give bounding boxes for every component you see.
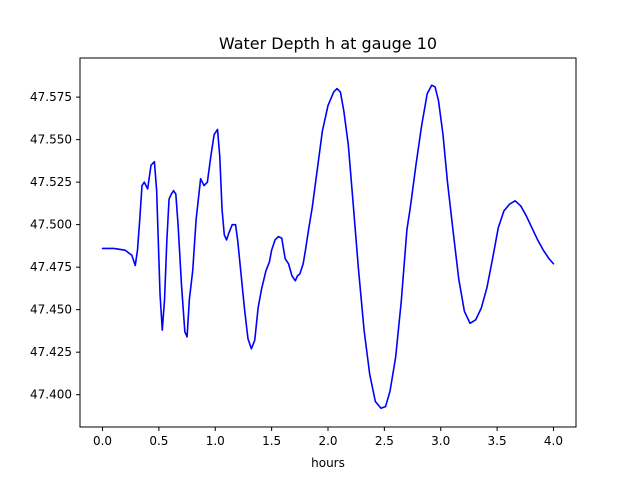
- x-tick-label: 3.0: [431, 434, 450, 448]
- plot-area: [101, 84, 555, 410]
- x-axis-label: hours: [311, 456, 345, 470]
- x-tick-label: 1.5: [262, 434, 281, 448]
- series-line-0: [101, 84, 555, 410]
- x-tick-label: 2.5: [375, 434, 394, 448]
- y-tick-label: 47.400: [30, 388, 72, 402]
- x-tick-label: 0.0: [93, 434, 112, 448]
- x-axis: 0.0 0.5 1.0 1.5 2.0 2.5 3.0 3.5 4.0: [93, 427, 563, 448]
- x-tick-label: 3.5: [488, 434, 507, 448]
- y-tick-label: 47.575: [30, 90, 72, 104]
- y-tick-label: 47.500: [30, 218, 72, 232]
- y-tick-label: 47.475: [30, 260, 72, 274]
- y-tick-label: 47.425: [30, 345, 72, 359]
- x-tick-label: 4.0: [544, 434, 563, 448]
- chart-title: Water Depth h at gauge 10: [219, 34, 437, 53]
- x-tick-label: 1.0: [206, 434, 225, 448]
- x-tick-label: 2.0: [318, 434, 337, 448]
- y-tick-label: 47.525: [30, 175, 72, 189]
- x-tick-label: 0.5: [149, 434, 168, 448]
- y-axis: 47.400 47.425 47.450 47.475 47.500 47.525 47.5…: [30, 90, 80, 402]
- y-tick-label: 47.550: [30, 133, 72, 147]
- y-tick-label: 47.450: [30, 303, 72, 317]
- axes-frame: [79, 57, 577, 428]
